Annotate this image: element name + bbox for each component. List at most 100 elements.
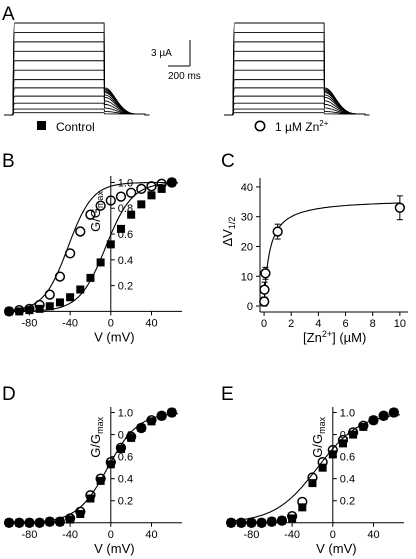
control-point (167, 408, 176, 417)
zinc-point (105, 195, 116, 206)
shift-point (259, 284, 270, 295)
zinc-point (75, 226, 86, 237)
y-tick-label: 20 (241, 241, 253, 253)
control-point (147, 417, 156, 426)
control-point (45, 302, 54, 311)
current-trace (4, 87, 150, 116)
zinc-point (166, 177, 177, 188)
legend: Control 1 µM Zn2+ (37, 119, 329, 134)
zinc-point (266, 516, 277, 527)
x-tick-label: 0 (108, 529, 114, 541)
control-point (106, 240, 115, 249)
scale-label-time: 200 ms (168, 71, 201, 82)
panel-letter-a: A (2, 4, 15, 25)
legend-label-zinc: 1 µM Zn2+ (275, 119, 329, 134)
panel-b-axes: -80 -40 0 400.20.40.60.81.0 (4, 176, 182, 329)
x-tick-label: -40 (62, 529, 78, 541)
scale-bar: 3 µA 200 ms (151, 40, 201, 82)
control-point (267, 517, 276, 526)
zinc-point (34, 517, 45, 528)
control-point (379, 411, 388, 420)
y-tick-label: 0.2 (340, 496, 355, 508)
zinc-point (34, 299, 45, 311)
zinc-point (307, 472, 318, 483)
zinc-point (337, 434, 349, 446)
control-point (35, 518, 44, 527)
control-point (298, 503, 307, 512)
control-point (25, 306, 34, 315)
panel-d-xlabel: V (mV) (94, 541, 134, 556)
panel-d-fit (7, 413, 178, 524)
x-tick-label: 6 (342, 318, 348, 330)
y-tick-label: 0.4 (340, 474, 355, 486)
zinc-point (54, 516, 66, 527)
control-point (349, 430, 358, 439)
current-trace (224, 22, 370, 116)
y-tick-label: 0.6 (118, 452, 133, 464)
x-tick-label: 0 (108, 317, 114, 329)
zinc-point (136, 183, 147, 195)
panel-d-plot: -80 -40 0 400.20.40.60.81.0 V (mV) G/Gmax (3, 407, 182, 556)
zinc-point (24, 303, 35, 314)
panel-d-ylabel: G/Gmax (88, 416, 105, 457)
control-point (15, 518, 24, 527)
zinc-point (246, 517, 257, 528)
panel-b-xlabel: V (mV) (94, 329, 134, 344)
x-tick-label: 0 (261, 318, 267, 330)
boltzmann-fit (229, 414, 400, 522)
binding-fit (263, 202, 401, 305)
control-point (86, 494, 95, 503)
control-point (167, 178, 176, 187)
y-tick-label: 0.4 (118, 474, 133, 486)
zinc-point (115, 191, 127, 202)
boltzmann-fit (7, 181, 178, 312)
control-point (137, 423, 146, 432)
control-point (76, 285, 85, 294)
y-tick-label: 0 (247, 301, 253, 313)
zinc-point (136, 422, 147, 434)
control-point (247, 518, 256, 527)
control-point (389, 408, 398, 417)
panel-e-plot: -80 -40 0 400.20.40.60.81.0 V (mV) G/Gmax (225, 407, 404, 556)
panel-c-ylabel: ΔV1/2 (220, 217, 237, 247)
zinc-point (95, 200, 106, 211)
x-tick-label: -80 (243, 529, 259, 541)
x-tick-label: -40 (284, 529, 300, 541)
control-point (277, 516, 286, 525)
x-tick-label: 10 (394, 318, 406, 330)
zinc-point (317, 456, 328, 468)
y-tick-label: 0.2 (118, 281, 133, 293)
y-tick-label: 0.2 (118, 496, 133, 508)
x-tick-label: 40 (145, 529, 157, 541)
zinc-point (44, 516, 55, 527)
zinc-point (44, 289, 55, 300)
control-point (237, 518, 246, 527)
zinc-point (286, 511, 298, 522)
panel-e-fit (229, 414, 400, 522)
control-point (96, 258, 105, 267)
zinc-point (14, 517, 25, 528)
current-trace (4, 79, 150, 116)
zinc-point (3, 306, 15, 317)
zinc-point (85, 209, 96, 220)
control-point (55, 298, 64, 307)
control-point (318, 463, 327, 472)
control-point (76, 509, 85, 518)
zinc-point (156, 178, 167, 189)
zinc-point (146, 415, 157, 426)
control-point (137, 200, 146, 209)
current-trace (224, 87, 370, 116)
control-point (338, 439, 347, 448)
panel-letter-e: E (221, 384, 234, 405)
control-point (5, 518, 14, 527)
zinc-point (125, 187, 137, 198)
control-point (227, 518, 236, 527)
zinc-point (115, 442, 127, 453)
legend-marker-control (37, 121, 46, 130)
boltzmann-fit (7, 182, 178, 312)
zinc-point (146, 181, 157, 192)
zinc-point (256, 517, 267, 528)
control-point (157, 411, 166, 420)
traces-control (4, 22, 150, 116)
control-point (45, 517, 54, 526)
